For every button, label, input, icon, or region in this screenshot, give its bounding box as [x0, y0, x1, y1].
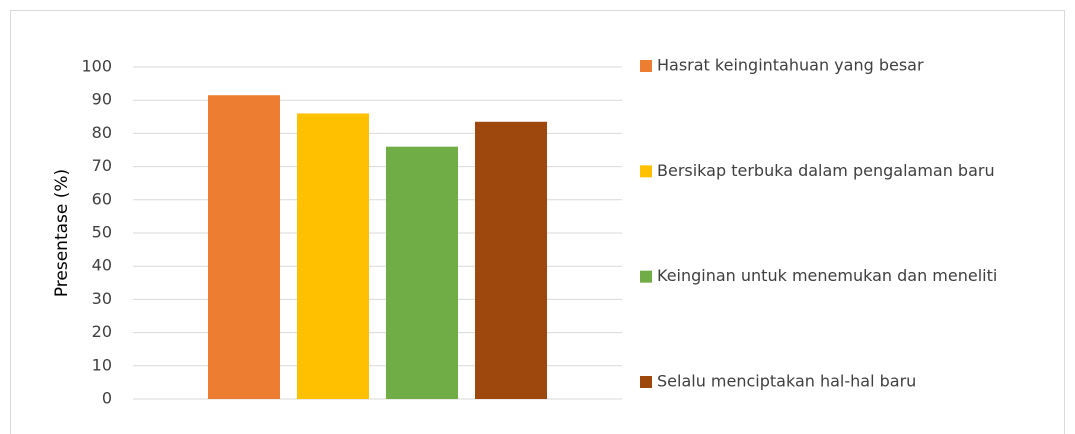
y-tick-label: 10 — [92, 355, 112, 374]
bar — [208, 95, 280, 399]
y-axis-title: Presentase (%) — [52, 169, 72, 297]
legend-label: Keinginan untuk menemukan dan meneliti — [657, 266, 997, 285]
y-tick-label: 40 — [92, 256, 112, 275]
y-tick-label: 100 — [81, 57, 112, 76]
y-tick-label: 80 — [92, 123, 112, 142]
bar — [297, 113, 369, 399]
bar — [386, 146, 458, 399]
y-tick-label: 90 — [92, 90, 112, 109]
legend-label: Selalu menciptakan hal-hal baru — [657, 372, 916, 391]
legend-label: Bersikap terbuka dalam pengalaman baru — [657, 161, 995, 180]
legend-label: Hasrat keingintahuan yang besar — [657, 56, 924, 75]
y-tick-label: 60 — [92, 189, 112, 208]
y-tick-label: 0 — [102, 389, 112, 408]
y-tick-label: 50 — [92, 223, 112, 242]
y-tick-label: 30 — [92, 289, 112, 308]
y-tick-label: 70 — [92, 156, 112, 175]
chart-frame — [10, 10, 1065, 434]
y-tick-label: 20 — [92, 322, 112, 341]
bar — [475, 121, 547, 399]
legend-swatch — [640, 60, 652, 72]
legend-swatch — [640, 376, 652, 388]
legend-swatch — [640, 270, 652, 283]
legend-swatch — [640, 165, 652, 178]
